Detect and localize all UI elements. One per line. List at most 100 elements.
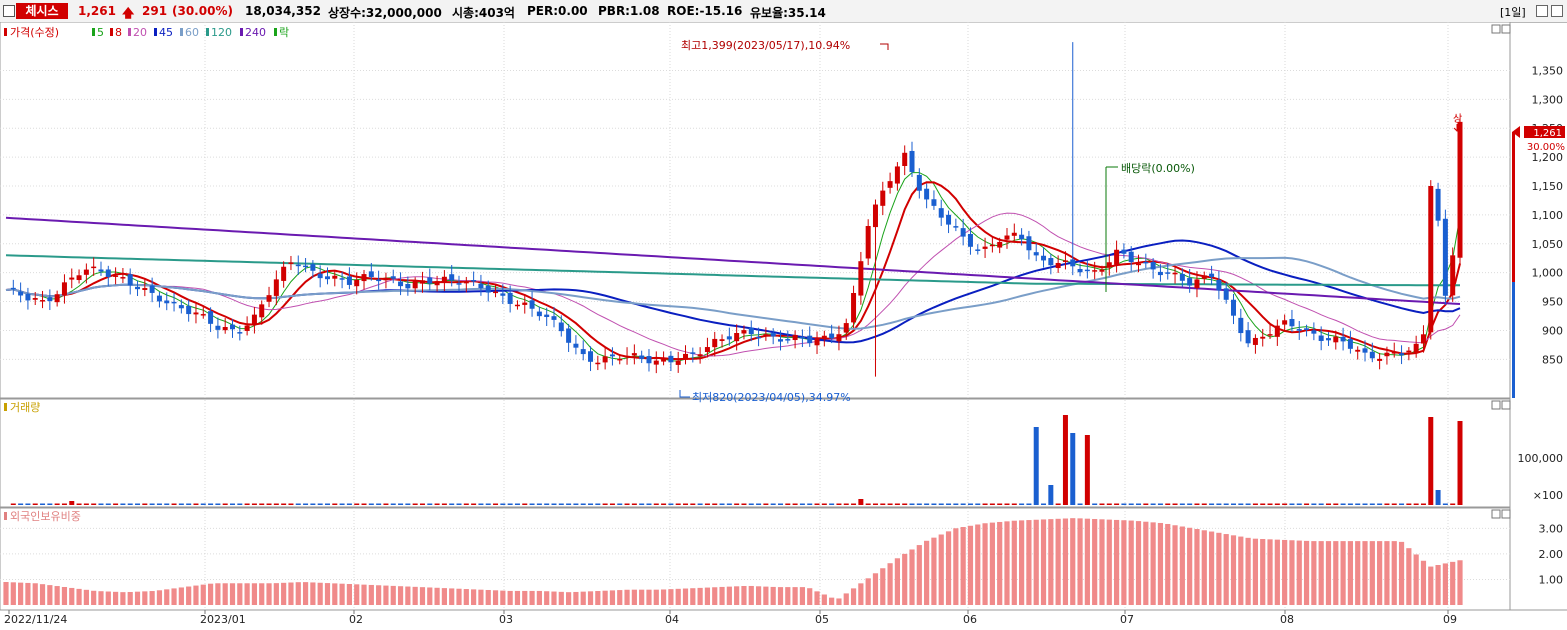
foreign-ratio-bar [259,583,265,605]
volume-bar [631,503,637,505]
volume-bar [529,503,535,505]
candle-body [208,311,214,324]
volume-bar [1143,503,1149,505]
candle-body [1384,352,1390,357]
candle-body [1092,270,1098,272]
candle-body [865,226,871,259]
foreign-ratio-bar [653,589,659,605]
volume-bar [1267,503,1273,505]
ma-legend-label-0: 5 [97,26,104,39]
up-arrow-icon: 🡅 [122,6,135,20]
volume-bar [1157,503,1163,505]
volume-tick-label: 100,000 [1518,452,1564,465]
candle-body [653,360,659,365]
candle-body [1296,329,1302,331]
candle-body [61,282,67,296]
price-panel-close-icon[interactable] [1501,24,1511,34]
volume-bar [178,503,184,505]
maximize-icon[interactable] [1536,5,1548,17]
volume-bar [580,503,586,505]
foreign-ratio-bar [1398,541,1405,605]
candle-body [32,298,38,300]
foreign-ratio-bar [1011,520,1017,605]
candle-body [390,276,396,279]
volume-bar [332,503,338,505]
pbr-value: PBR:1.08 [598,4,660,18]
candle-body [83,269,89,275]
volume-panel-close-icon[interactable] [1501,400,1511,410]
candle-body [1114,249,1120,265]
candle-body [573,343,579,348]
foreign-ratio-bar [1435,564,1441,605]
candle-body [412,281,418,289]
candle-body [1325,338,1331,341]
volume-bar [588,503,594,505]
price-tick-label: 1,300 [1532,93,1564,106]
volume-bar [1136,503,1142,505]
foreign-ratio-bar [646,589,652,605]
foreign-ratio-bar [807,588,813,605]
candle-body [770,333,776,337]
ma-legend-swatch-7 [274,28,277,36]
volume-bar [821,503,827,505]
volume-bar [1062,415,1068,505]
foreign-panel-max-icon[interactable] [1491,509,1501,519]
panel-checkbox[interactable] [3,5,15,17]
x-tick-label: 06 [963,613,977,626]
candle-body [237,332,243,334]
candle-body [69,277,75,280]
volume-bar [551,503,557,505]
foreign-ratio-bar [288,582,294,605]
foreign-ratio-bar [412,586,418,605]
volume-bar [419,503,425,505]
candle-body [544,314,550,317]
volume-bar [734,503,740,505]
candle-body [1267,334,1273,336]
candle-body [668,355,674,363]
volume-bar [763,503,769,505]
candle-body [843,323,849,333]
volume-bar [485,503,491,505]
volume-bar [675,503,681,505]
candle-body [1084,269,1090,272]
stock-name[interactable]: 체시스 [16,3,68,19]
foreign-ratio-bar [266,583,272,605]
volume-bar [690,503,696,505]
volume-bar [1216,503,1222,505]
ma-legend-label-3: 45 [159,26,173,39]
candle-body [734,333,740,342]
volume-bar [1325,503,1331,505]
candle-body [924,188,930,200]
price-gauge-up [1512,132,1515,282]
volume-bar [1274,503,1280,505]
foreign-ratio-bar [734,586,740,605]
close-icon[interactable] [1551,5,1563,17]
foreign-ratio-bar [1457,560,1463,605]
volume-bar [609,503,615,505]
period-button[interactable]: [1일] [1500,6,1526,19]
foreign-ratio-bar [1406,548,1412,605]
candle-body [1413,343,1419,353]
foreign-ratio-bar [251,583,258,605]
candle-body [222,326,228,331]
price-tick-label: 1,200 [1532,151,1564,164]
volume-panel-max-icon[interactable] [1491,400,1501,410]
ma-legend-swatch-1 [110,28,113,36]
foreign-ratio-bar [668,589,674,605]
foreign-ratio-bar [186,586,192,605]
foreign-ratio-bar [763,586,769,605]
candle-body [851,293,857,323]
volume-bar [967,503,973,505]
foreign-ratio-bar [660,589,667,605]
foreign-ratio-bar [427,587,433,605]
foreign-ratio-bar [273,583,279,605]
price-tick-label: 1,100 [1532,209,1564,222]
foreign-ratio-bar [741,586,747,605]
price-panel-max-icon[interactable] [1491,24,1501,34]
price-tick-label: 1,150 [1532,180,1564,193]
foreign-ratio-bar [1157,522,1164,605]
candle-body [1055,262,1061,269]
candle-body [76,275,82,281]
foreign-panel-close-icon[interactable] [1501,509,1511,519]
candle-body [230,324,236,330]
